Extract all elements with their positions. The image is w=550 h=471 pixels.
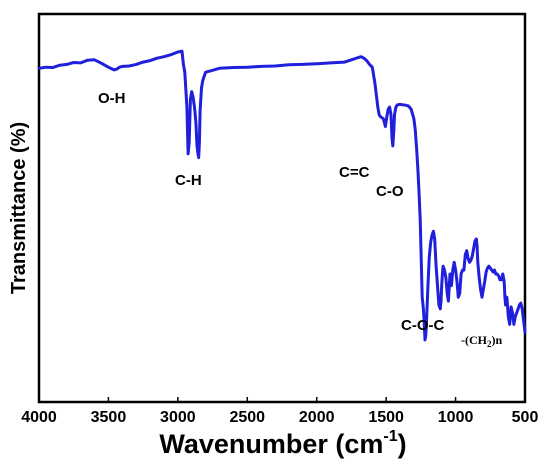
x-axis-title-sup: -1 <box>383 428 397 445</box>
annotation-co: C-O <box>376 183 404 200</box>
plot-frame <box>37 12 527 404</box>
annotation-cc: C=C <box>339 164 370 181</box>
spectrum-line <box>37 49 527 342</box>
x-axis-title-close: ) <box>398 429 407 459</box>
x-tick-label: 500 <box>512 409 539 426</box>
x-axis-title-main: Wavenumber (cm <box>159 429 383 459</box>
x-tick-label: 3500 <box>91 409 127 426</box>
annotation-ch: C-H <box>175 172 202 189</box>
x-tick-label: 2000 <box>299 409 335 426</box>
annotation-ch2n-tail: )n <box>492 333 503 347</box>
annotation-coc: C-O-C <box>401 317 444 334</box>
x-axis-ticks <box>38 397 526 402</box>
x-tick-label: 1500 <box>368 409 404 426</box>
x-tick-label: 1000 <box>438 409 474 426</box>
x-tick-label: 3000 <box>160 409 196 426</box>
annotation-ch2n-subscript: 2 <box>487 339 492 349</box>
x-tick-label: 2500 <box>229 409 265 426</box>
x-axis-tick-labels: 4000 3500 3000 2500 2000 1500 1000 500 <box>21 409 538 426</box>
x-tick-label: 4000 <box>21 409 57 426</box>
annotation-oh: O-H <box>98 90 126 107</box>
x-axis-title: Wavenumber (cm-1) <box>159 428 406 459</box>
annotation-ch2n: -(CH2)n <box>461 333 502 349</box>
y-axis-title: Transmittance (%) <box>8 122 30 294</box>
